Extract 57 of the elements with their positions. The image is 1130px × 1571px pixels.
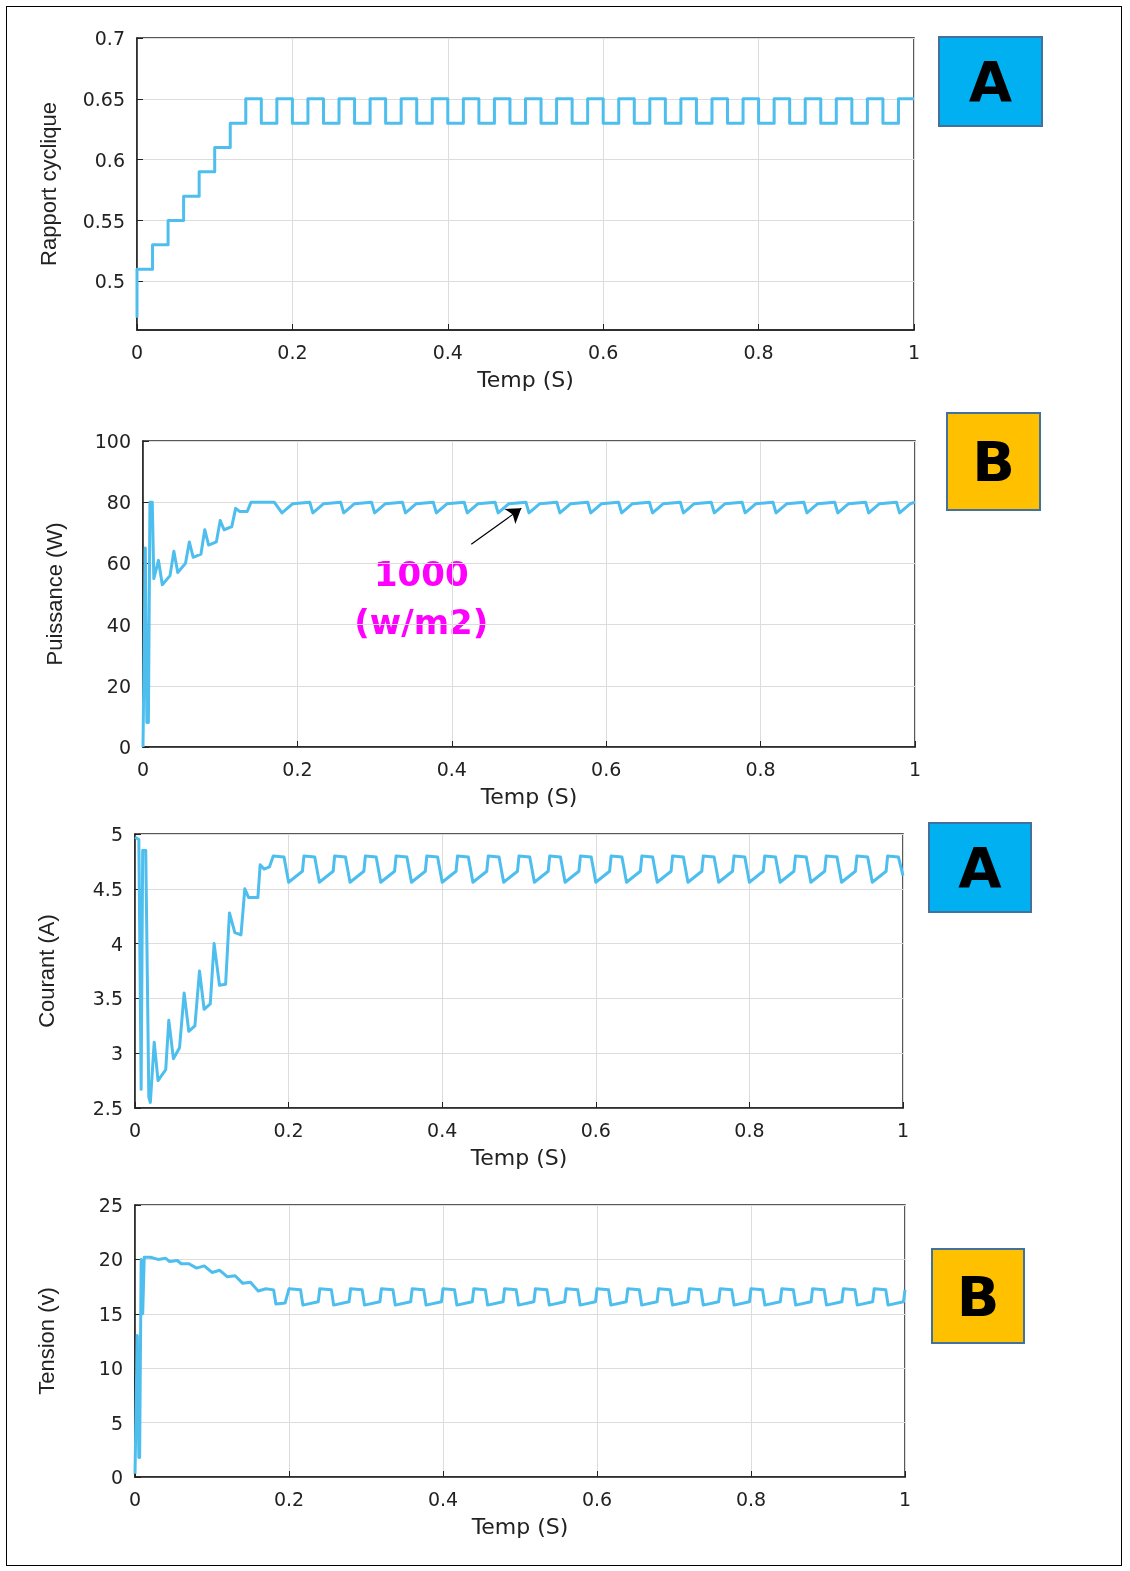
x-axis-title: Temp (S) [470,1513,569,1539]
y-tick-label: 0.55 [82,209,125,232]
x-tick-label: 0.6 [581,1487,613,1510]
y-tick-label: 80 [106,491,131,514]
line-series [133,835,905,1105]
y-axis-title: Rapport cyclique [35,102,61,266]
y-tick-label: 10 [98,1357,123,1380]
x-tick-label: 0.2 [277,340,308,363]
y-tick-label: 5 [110,1411,123,1434]
x-tick-label: 1 [907,340,921,363]
y-tick-label: 15 [98,1302,123,1325]
y-tick-label: 4.5 [92,877,123,900]
y-tick-label: 3.5 [92,987,123,1010]
y-axis-title: Puissance (W) [41,522,67,666]
y-tick-label: 0.65 [82,87,125,110]
x-tick-label: 1 [898,1487,912,1510]
text: B [972,429,1015,494]
x-tick-label: 0.4 [427,1487,459,1510]
x-tick-label: 1 [896,1118,910,1141]
x-axis-title: Temp (S) [469,1144,568,1170]
y-tick-label: 20 [98,1248,123,1271]
y-tick-label: 100 [94,430,131,452]
x-tick-label: 0.2 [273,1118,304,1141]
y-tick-label: 2.5 [92,1097,123,1119]
x-tick-label: 0.8 [745,757,776,780]
y-tick-label: 20 [106,674,131,697]
x-tick-label: 0.2 [282,757,313,780]
y-axis-title: Courant (A) [33,914,59,1028]
x-tick-label: 0.8 [735,1487,767,1510]
x-tick-label: 0.6 [588,340,619,363]
y-tick-label: 4 [110,932,123,955]
y-tick-label: 60 [106,552,131,575]
x-tick-label: 0.4 [427,1118,458,1141]
x-tick-label: 0.8 [734,1118,765,1141]
y-tick-label: 0.5 [94,270,125,293]
x-axis-title: Temp (S) [479,783,578,809]
x-tick-label: 0.8 [743,340,774,363]
x-tick-label: 0.4 [432,340,463,363]
x-tick-label: 0.4 [436,757,467,780]
y-tick-label: 3 [110,1042,123,1065]
y-tick-label: 0.7 [94,27,125,49]
text: B [956,1263,1000,1329]
x-tick-label: 0.6 [580,1118,611,1141]
text: A [968,49,1013,114]
y-tick-label: 40 [106,613,131,636]
y-tick-label: 25 [98,1194,123,1216]
y-tick-label: 0 [110,1466,123,1488]
y-axis-title: Tension (v) [33,1287,59,1395]
x-tick-label: 0 [136,757,150,780]
y-tick-label: 5 [110,823,123,845]
y-tick-label: 0.6 [94,148,125,171]
x-tick-label: 1 [908,757,922,780]
y-tick-label: 0 [118,736,131,758]
x-tick-label: 0.6 [591,757,622,780]
text: A [958,835,1003,900]
x-axis-title: Temp (S) [476,366,574,392]
x-tick-label: 0.2 [273,1487,305,1510]
